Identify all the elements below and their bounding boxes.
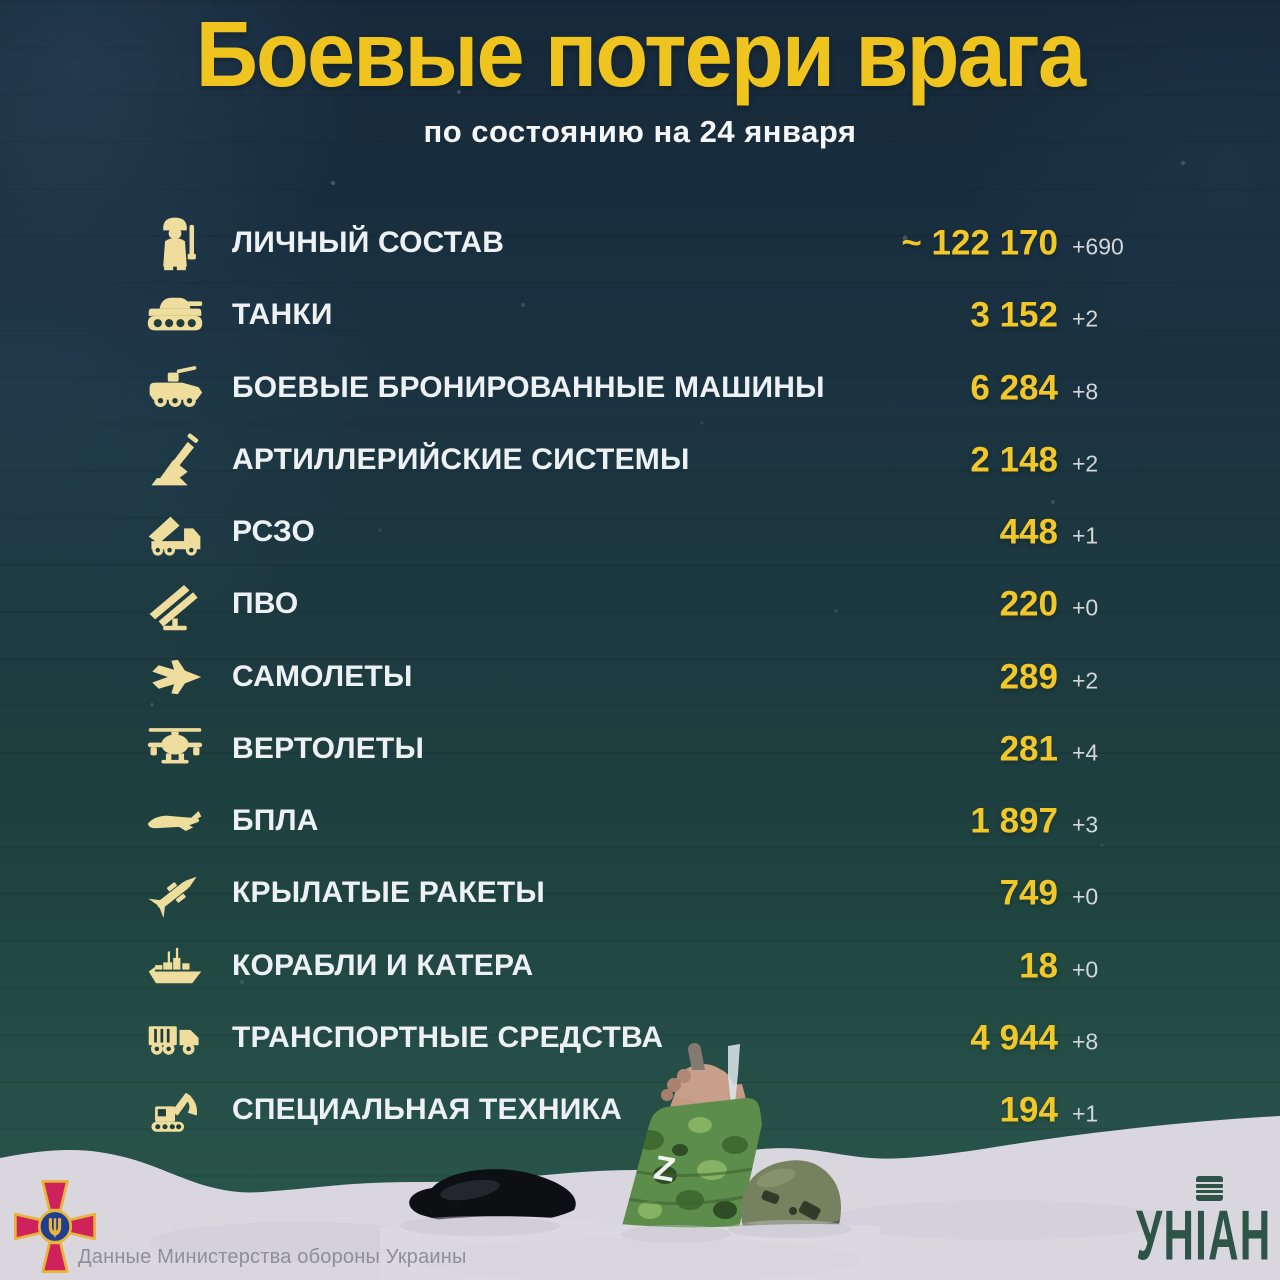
armored-vehicles-icon [146, 359, 204, 417]
row-delta: +2 [1072, 450, 1099, 477]
row-value: 749 [999, 873, 1058, 913]
brand-logo: УНІАН [1136, 1195, 1272, 1275]
row-value: 3 152 [970, 295, 1058, 335]
ships-icon [146, 937, 204, 995]
loss-row: РСЗО 448 +1 [0, 496, 1280, 568]
loss-row: ТРАНСПОРТНЫЕ СРЕДСТВА 4 944 +8 [0, 1002, 1280, 1074]
row-value: 1 897 [970, 801, 1058, 841]
row-delta: +0 [1072, 956, 1099, 982]
row-delta: +0 [1072, 594, 1099, 621]
row-label: АРТИЛЛЕРИЙСКИЕ СИСТЕМЫ [232, 442, 690, 476]
winter-scene: Z [0, 1043, 1280, 1280]
row-delta: +690 [1072, 233, 1124, 260]
uav-icon [146, 792, 204, 850]
loss-row: БОЕВЫЕ БРОНИРОВАННЫЕ МАШИНЫ 6 284 +8 [0, 352, 1280, 424]
loss-row: СПЕЦИАЛЬНАЯ ТЕХНИКА 194 +1 [0, 1074, 1280, 1146]
row-delta: +3 [1072, 811, 1099, 838]
row-delta: +2 [1072, 667, 1099, 693]
row-value: 220 [999, 584, 1058, 624]
row-label: ПВО [232, 587, 299, 621]
row-label: СПЕЦИАЛЬНАЯ ТЕХНИКА [232, 1093, 622, 1126]
row-value: 194 [999, 1090, 1058, 1130]
cruise-missiles-icon [146, 864, 204, 922]
loss-row: ЛИЧНЫЙ СОСТАВ ~ 122 170 +690 [0, 207, 1280, 279]
row-label: КРЫЛАТЫЕ РАКЕТЫ [232, 876, 546, 910]
row-delta: +1 [1072, 522, 1099, 549]
row-label: ЛИЧНЫЙ СОСТАВ [232, 226, 505, 259]
loss-row: АРТИЛЛЕРИЙСКИЕ СИСТЕМЫ 2 148 +2 [0, 424, 1280, 496]
row-label: САМОЛЕТЫ [232, 659, 413, 693]
row-value: 6 284 [970, 368, 1058, 407]
source-attribution: Данные Министерства обороны Украины [78, 1246, 467, 1268]
row-label: ТАНКИ [232, 298, 333, 332]
tanks-icon [146, 286, 204, 344]
helicopters-icon [146, 720, 204, 778]
row-value: 448 [999, 512, 1058, 552]
brand-mark-icon [1196, 1176, 1223, 1203]
loss-row: КРЫЛАТЫЕ РАКЕТЫ 749 +0 [0, 857, 1280, 929]
row-label: БОЕВЫЕ БРОНИРОВАННЫЕ МАШИНЫ [232, 370, 825, 404]
trident-icon [48, 1218, 62, 1239]
loss-row: ПВО 220 +0 [0, 568, 1280, 640]
row-value: 2 148 [970, 440, 1058, 480]
row-value: 289 [999, 657, 1058, 696]
row-delta: +8 [1072, 1028, 1099, 1055]
row-value: 4 944 [970, 1018, 1058, 1058]
aircraft-icon [146, 648, 204, 706]
row-label: ВЕРТОЛЕТЫ [232, 731, 425, 765]
page-title: Боевые потери врага [195, 2, 1086, 106]
loss-row: БПЛА 1 897 +3 [0, 785, 1280, 857]
row-delta: +1 [1072, 1100, 1099, 1127]
mlrs-icon [146, 503, 204, 561]
row-label: РСЗО [232, 515, 316, 548]
row-label: БПЛА [232, 804, 319, 837]
air-defense-icon [146, 575, 204, 633]
artillery-icon [146, 431, 204, 489]
row-value: 281 [999, 729, 1058, 769]
personnel-icon [146, 214, 204, 272]
loss-row: ВЕРТОЛЕТЫ 281 +4 [0, 713, 1280, 785]
row-value: 18 [1019, 946, 1058, 985]
foreground-snow [380, 1216, 880, 1280]
row-delta: +8 [1072, 378, 1099, 404]
loss-row: КОРАБЛИ И КАТЕРА 18 +0 [0, 930, 1280, 1002]
row-value: ~ 122 170 [901, 223, 1058, 263]
frozen-hand-illustration: Z [622, 1043, 762, 1239]
loss-row: САМОЛЕТЫ 289 +2 [0, 641, 1280, 713]
page-subtitle: по состоянию на 24 января [423, 114, 857, 149]
row-delta: +2 [1072, 305, 1099, 332]
frozen-finger [688, 1043, 705, 1070]
row-label: ТРАНСПОРТНЫЕ СРЕДСТВА [232, 1020, 664, 1054]
loss-row: ТАНКИ 3 152 +2 [0, 279, 1280, 351]
row-delta: +4 [1072, 739, 1099, 766]
row-label: КОРАБЛИ И КАТЕРА [232, 948, 534, 982]
armed-forces-emblem-icon [14, 1180, 96, 1273]
row-delta: +0 [1072, 883, 1099, 910]
boot-illustration [409, 1169, 576, 1225]
